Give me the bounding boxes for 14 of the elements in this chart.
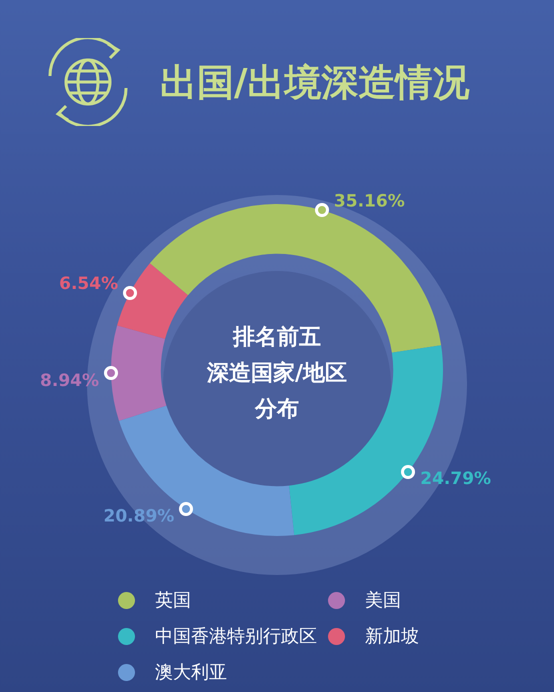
data-label: 24.79% (420, 469, 492, 490)
data-label: 8.94% (40, 370, 100, 391)
text: 深造国家/地区 (206, 361, 348, 386)
text: 分布 (255, 397, 299, 422)
data-label: 20.89% (104, 506, 174, 526)
data-label: 35.16% (334, 192, 405, 212)
text: 排名前五 (233, 325, 321, 350)
legend-label: 中国香港特别行政区 (155, 625, 317, 648)
chart-title: 出国/出境深造情况 (160, 60, 470, 106)
legend-label: 澳大利亚 (155, 661, 227, 684)
legend-label: 新加坡 (365, 625, 419, 648)
legend-label: 美国 (365, 589, 401, 612)
legend-label: 英国 (155, 589, 191, 612)
data-label: 6.54% (59, 274, 118, 294)
